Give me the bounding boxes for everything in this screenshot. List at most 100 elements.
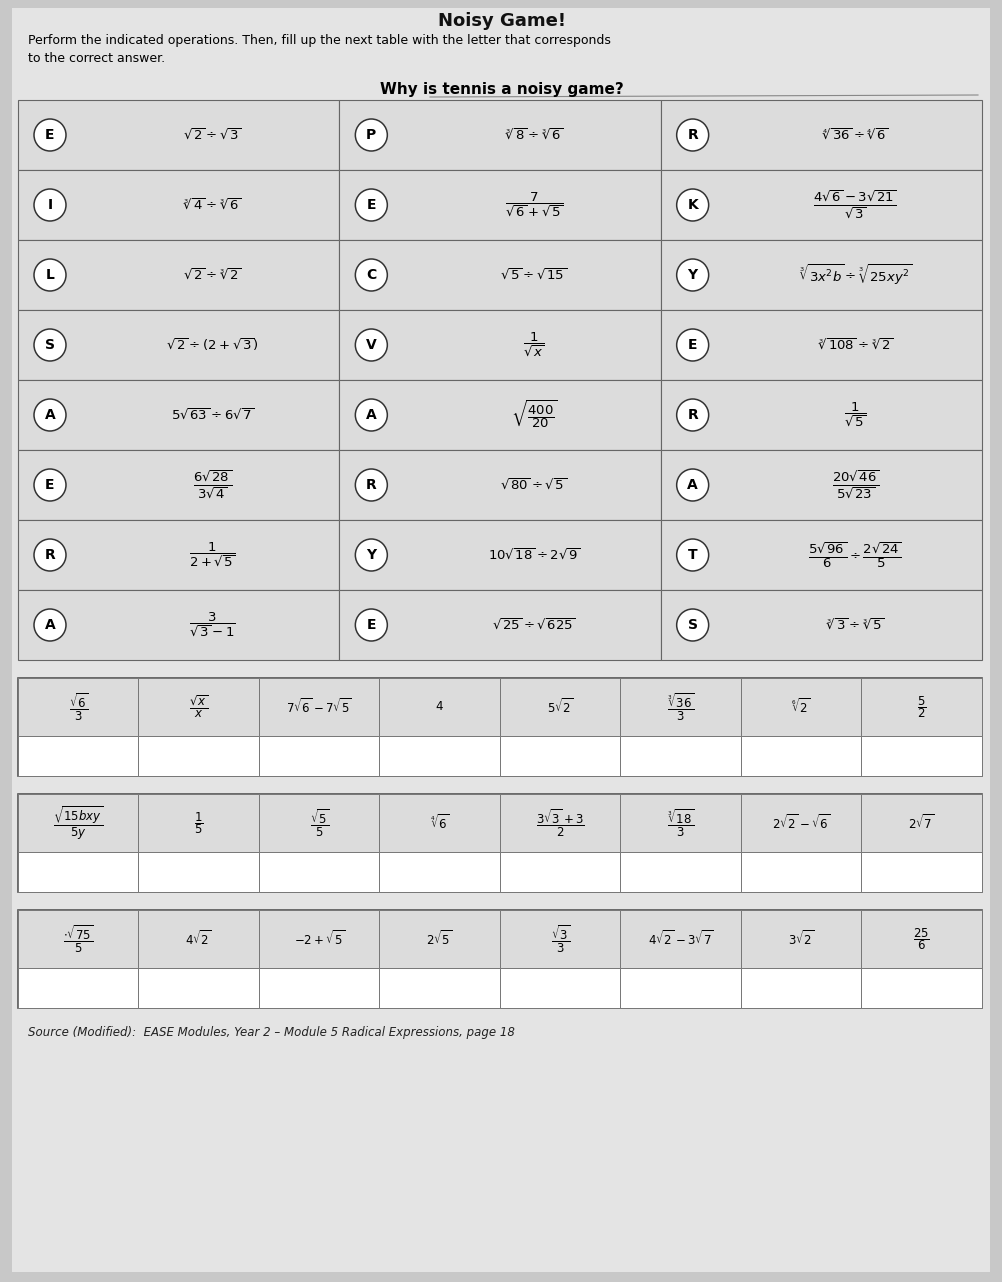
Text: L: L: [45, 268, 54, 282]
Bar: [620, 853, 740, 892]
Text: $\dfrac{7}{\sqrt{6}+\sqrt{5}}$: $\dfrac{7}{\sqrt{6}+\sqrt{5}}$: [504, 191, 563, 219]
Circle shape: [34, 609, 66, 641]
Text: $\sqrt[6]{2}$: $\sqrt[6]{2}$: [791, 697, 811, 717]
Text: V: V: [366, 338, 377, 353]
Text: R: R: [44, 547, 55, 562]
Text: $\sqrt[3]{108} \div \sqrt[3]{2}$: $\sqrt[3]{108} \div \sqrt[3]{2}$: [817, 337, 892, 353]
Circle shape: [676, 329, 708, 362]
Bar: [620, 794, 740, 853]
Text: A: A: [366, 408, 377, 422]
Circle shape: [34, 469, 66, 501]
Circle shape: [34, 119, 66, 151]
Text: $\sqrt{2} \div \sqrt{3}$: $\sqrt{2} \div \sqrt{3}$: [183, 127, 241, 142]
Bar: [861, 678, 981, 736]
Bar: [620, 910, 740, 968]
Text: T: T: [687, 547, 696, 562]
Text: $\sqrt{2} \div (2+\sqrt{3})$: $\sqrt{2} \div (2+\sqrt{3})$: [166, 337, 259, 354]
Text: E: E: [366, 197, 376, 212]
Bar: [379, 736, 500, 776]
Text: $\dfrac{1}{2+\sqrt{5}}$: $\dfrac{1}{2+\sqrt{5}}$: [189, 541, 235, 569]
Bar: [379, 910, 500, 968]
Bar: [620, 736, 740, 776]
Text: Why is tennis a noisy game?: Why is tennis a noisy game?: [380, 82, 623, 97]
Bar: [18, 590, 339, 660]
Bar: [18, 910, 981, 1008]
Bar: [259, 910, 379, 968]
Text: $\sqrt[3]{3} \div \sqrt[3]{5}$: $\sqrt[3]{3} \div \sqrt[3]{5}$: [826, 618, 884, 632]
Bar: [339, 590, 660, 660]
Text: $\dfrac{25}{6}$: $\dfrac{25}{6}$: [913, 926, 929, 951]
Text: Source (Modified):  EASE Modules, Year 2 – Module 5 Radical Expressions, page 18: Source (Modified): EASE Modules, Year 2 …: [28, 1026, 514, 1038]
Text: $\dfrac{1}{\sqrt{x}}$: $\dfrac{1}{\sqrt{x}}$: [523, 331, 544, 359]
Text: Y: Y: [366, 547, 376, 562]
Bar: [138, 968, 259, 1008]
Text: $4\sqrt{2}$: $4\sqrt{2}$: [185, 929, 212, 949]
Bar: [660, 240, 981, 310]
Bar: [500, 736, 620, 776]
Text: $\sqrt[4]{6}$: $\sqrt[4]{6}$: [430, 814, 449, 832]
Text: P: P: [366, 128, 376, 142]
Circle shape: [676, 188, 708, 221]
Bar: [500, 794, 620, 853]
Text: $\sqrt{25} \div \sqrt{625}$: $\sqrt{25} \div \sqrt{625}$: [492, 618, 575, 632]
Circle shape: [355, 119, 387, 151]
Text: $\sqrt[4]{36} \div \sqrt[4]{6}$: $\sqrt[4]{36} \div \sqrt[4]{6}$: [821, 127, 888, 142]
Text: $\dfrac{3}{\sqrt{3}-1}$: $\dfrac{3}{\sqrt{3}-1}$: [189, 610, 235, 640]
Text: $\dfrac{\sqrt{x}}{x}$: $\dfrac{\sqrt{x}}{x}$: [188, 694, 208, 720]
Bar: [500, 678, 620, 736]
Circle shape: [34, 329, 66, 362]
Text: $\sqrt[3]{8} \div \sqrt[3]{6}$: $\sqrt[3]{8} \div \sqrt[3]{6}$: [504, 127, 563, 142]
Bar: [18, 736, 138, 776]
Bar: [620, 968, 740, 1008]
Bar: [740, 736, 861, 776]
Bar: [138, 910, 259, 968]
Text: $4\sqrt{2}-3\sqrt{7}$: $4\sqrt{2}-3\sqrt{7}$: [647, 929, 713, 949]
Bar: [18, 794, 981, 892]
Bar: [620, 678, 740, 736]
Circle shape: [676, 609, 708, 641]
Text: $\dfrac{5\sqrt{96}}{6} \div \dfrac{2\sqrt{24}}{5}$: $\dfrac{5\sqrt{96}}{6} \div \dfrac{2\sqr…: [808, 540, 902, 570]
Bar: [500, 853, 620, 892]
Circle shape: [355, 399, 387, 431]
Bar: [861, 910, 981, 968]
Bar: [861, 968, 981, 1008]
Text: $\dfrac{6\sqrt{28}}{3\sqrt{4}}$: $\dfrac{6\sqrt{28}}{3\sqrt{4}}$: [193, 469, 231, 501]
Text: $\sqrt[3]{4} \div \sqrt[3]{6}$: $\sqrt[3]{4} \div \sqrt[3]{6}$: [183, 197, 241, 213]
Text: $\dfrac{5}{2}$: $\dfrac{5}{2}$: [916, 694, 926, 720]
Text: S: S: [687, 618, 697, 632]
Bar: [18, 910, 138, 968]
Bar: [18, 520, 339, 590]
Text: $10\sqrt{18} \div 2\sqrt{9}$: $10\sqrt{18} \div 2\sqrt{9}$: [487, 547, 579, 563]
Circle shape: [34, 188, 66, 221]
Text: $5\sqrt{63} \div 6\sqrt{7}$: $5\sqrt{63} \div 6\sqrt{7}$: [170, 408, 255, 423]
Text: $\dfrac{20\sqrt{46}}{5\sqrt{23}}$: $\dfrac{20\sqrt{46}}{5\sqrt{23}}$: [831, 469, 878, 501]
Text: $-2+\sqrt{5}$: $-2+\sqrt{5}$: [294, 929, 345, 949]
Text: A: A: [44, 618, 55, 632]
Text: E: E: [366, 618, 376, 632]
Bar: [660, 379, 981, 450]
Bar: [379, 794, 500, 853]
Text: E: E: [45, 478, 55, 492]
Circle shape: [34, 538, 66, 570]
Text: Noisy Game!: Noisy Game!: [438, 12, 565, 29]
Text: A: A: [686, 478, 697, 492]
Bar: [339, 310, 660, 379]
Text: Y: Y: [687, 268, 697, 282]
Text: R: R: [686, 128, 697, 142]
Bar: [18, 171, 339, 240]
Bar: [18, 853, 138, 892]
Circle shape: [355, 329, 387, 362]
Circle shape: [676, 538, 708, 570]
Text: $\dfrac{\sqrt[3]{36}}{3}$: $\dfrac{\sqrt[3]{36}}{3}$: [666, 691, 693, 723]
Bar: [861, 736, 981, 776]
Bar: [259, 968, 379, 1008]
Text: $\dfrac{\cdot\sqrt{75}}{5}$: $\dfrac{\cdot\sqrt{75}}{5}$: [63, 923, 93, 955]
Bar: [138, 736, 259, 776]
Bar: [379, 678, 500, 736]
Bar: [259, 736, 379, 776]
Circle shape: [34, 399, 66, 431]
Bar: [339, 100, 660, 171]
Text: $4$: $4$: [435, 700, 444, 714]
Text: $\dfrac{\sqrt{15bxy}}{5y}$: $\dfrac{\sqrt{15bxy}}{5y}$: [53, 804, 103, 842]
Bar: [660, 100, 981, 171]
